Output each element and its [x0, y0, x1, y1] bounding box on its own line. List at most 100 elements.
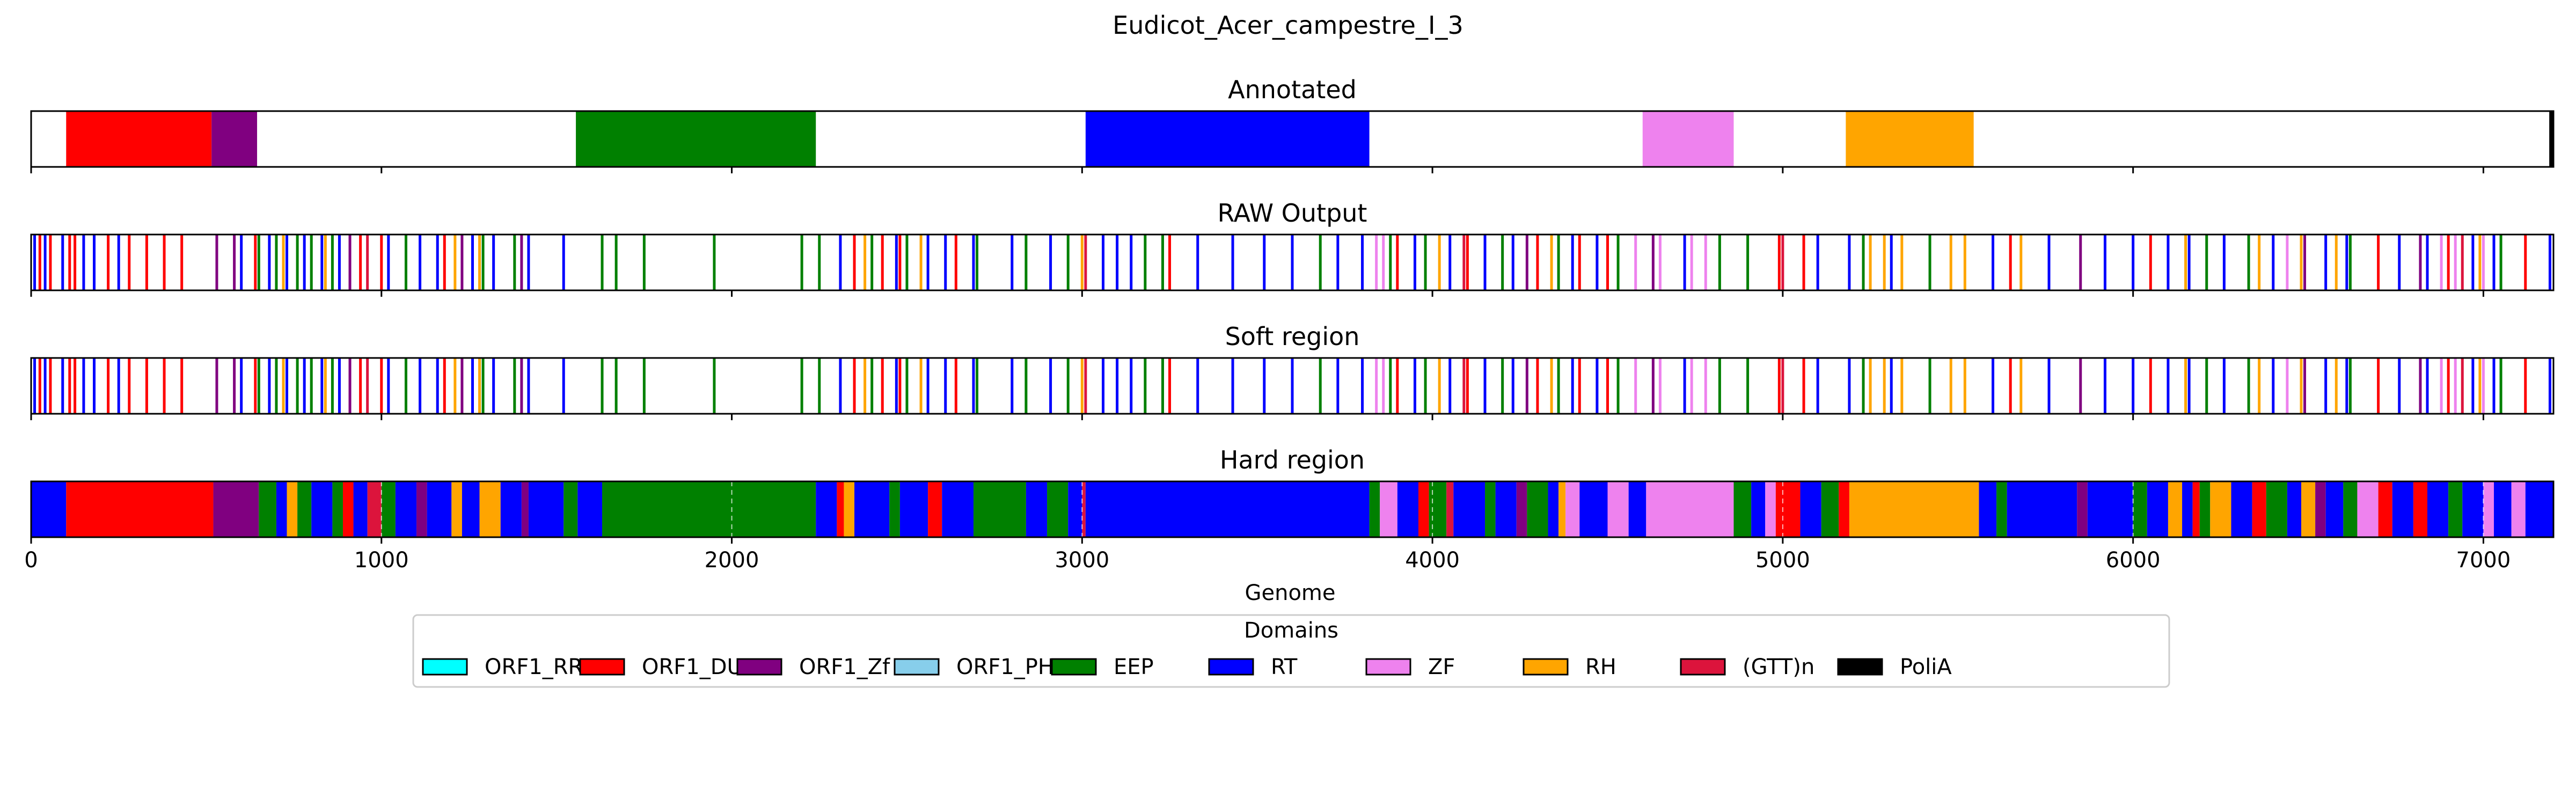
segment-rt	[462, 481, 480, 537]
segment-eep	[2343, 481, 2358, 537]
segment-orf1-zf	[1516, 481, 1527, 537]
segment-rt	[942, 481, 974, 537]
x-tick-label: 7000	[2456, 548, 2511, 573]
segment-rt	[1979, 481, 1997, 537]
segment-eep	[1429, 481, 1447, 537]
legend-swatch-orf1-pha	[894, 658, 940, 676]
segment-rh	[1849, 481, 1979, 537]
panel-annotated: Annotated	[30, 75, 2555, 173]
legend-label-rh: RH	[1585, 655, 1616, 679]
legend-label-rt: RT	[1271, 655, 1298, 679]
segment-orf1-duf	[1775, 481, 1801, 537]
panel-frame	[30, 110, 2555, 168]
segment-orf1-zf	[521, 481, 529, 537]
segment-orf1-duf	[342, 481, 354, 537]
segment-orf1-zf	[2077, 481, 2088, 537]
segment-rt	[1548, 481, 1559, 537]
legend-frame	[412, 614, 2170, 688]
segment-zf	[1565, 481, 1580, 537]
panel-title: Soft region	[1225, 322, 1360, 351]
x-axis-label: Genome	[1245, 581, 1335, 605]
legend-title: Domains	[1244, 618, 1338, 643]
segment-zf	[2511, 481, 2526, 537]
segment-zf	[1642, 111, 1734, 167]
x-tick-label: 2000	[705, 548, 759, 573]
segment-rt	[2494, 481, 2512, 537]
segment-eep	[1369, 481, 1380, 537]
segment-orf1-duf	[1839, 481, 1849, 537]
segment-rt	[2525, 481, 2553, 537]
legend-label-gtt-n: (GTT)n	[1743, 655, 1814, 679]
segment-rh	[844, 481, 855, 537]
x-tick-label: 1000	[354, 548, 409, 573]
segment-rt	[1800, 481, 1821, 537]
segment-eep	[602, 481, 816, 537]
segment-eep	[1821, 481, 1839, 537]
segment-orf1-duf	[2252, 481, 2266, 537]
segment-eep	[2448, 481, 2463, 537]
segment-eep	[889, 481, 900, 537]
segment-zf	[1607, 481, 1629, 537]
segment-gtt-n	[367, 481, 382, 537]
segment-rt	[1085, 481, 1370, 537]
segment-rt	[577, 481, 603, 537]
panel-frame	[30, 357, 2555, 415]
segment-eep	[2133, 481, 2147, 537]
segment-rt	[854, 481, 890, 537]
segment-rt	[1453, 481, 1485, 537]
panel-title: Annotated	[1228, 75, 1357, 104]
segment-orf1-zf	[2315, 481, 2326, 537]
segment-orf1-duf	[66, 111, 212, 167]
segment-rt	[395, 481, 417, 537]
legend-label-eep: EEP	[1114, 655, 1154, 679]
legend-label-polia: PoliA	[1900, 655, 1952, 679]
segment-rt	[1751, 481, 1766, 537]
segment-gtt-n	[1082, 481, 1086, 537]
genome-axis: 0 1000 2000 3000 4000 5000 6000 7000	[24, 548, 2511, 573]
segment-zf	[1380, 481, 1397, 537]
x-tick-label: 6000	[2106, 548, 2161, 573]
segment-eep	[1527, 481, 1548, 537]
panel-title: Hard region	[1220, 445, 1365, 474]
legend-swatch-polia	[1837, 658, 1883, 676]
panel-frame	[30, 233, 2555, 291]
segment-rt	[276, 481, 287, 537]
legend-swatch-orf1-zf	[736, 658, 782, 676]
segment-rh	[1558, 481, 1566, 537]
segment-rt	[2462, 481, 2484, 537]
segment-orf1-duf	[837, 481, 844, 537]
segment-rt	[2392, 481, 2413, 537]
segment-gtt-n	[1446, 481, 1454, 537]
segment-rt	[2007, 481, 2077, 537]
legend-label-orf1-pha: ORF1_PHA	[956, 655, 1069, 679]
segment-rt	[1026, 481, 1048, 537]
segment-orf1-duf	[66, 481, 214, 537]
segment-eep	[576, 111, 816, 167]
segment-rt	[1068, 481, 1082, 537]
segment-rt	[353, 481, 368, 537]
segment-zf	[2483, 481, 2494, 537]
segment-rt	[2231, 481, 2252, 537]
segment-rh	[287, 481, 298, 537]
segment-rt	[311, 481, 333, 537]
legend-swatch-rh	[1523, 658, 1569, 676]
segment-rt	[899, 481, 928, 537]
x-tick-label: 3000	[1055, 548, 1109, 573]
legend-swatch-rt	[1208, 658, 1254, 676]
segment-orf1-zf	[213, 481, 259, 537]
segment-rh	[2168, 481, 2183, 537]
segment-polia	[2549, 111, 2553, 167]
segment-orf1-zf	[416, 481, 427, 537]
segment-orf1-duf	[2413, 481, 2427, 537]
segment-rt	[2287, 481, 2301, 537]
segment-eep	[2199, 481, 2211, 537]
segment-rh	[2301, 481, 2316, 537]
segment-eep	[332, 481, 343, 537]
segment-rh	[2210, 481, 2231, 537]
segment-eep	[1996, 481, 2007, 537]
segment-eep	[297, 481, 312, 537]
x-tick-label: 4000	[1405, 548, 1460, 573]
segment-rt	[816, 481, 837, 537]
segment-rt	[2325, 481, 2344, 537]
